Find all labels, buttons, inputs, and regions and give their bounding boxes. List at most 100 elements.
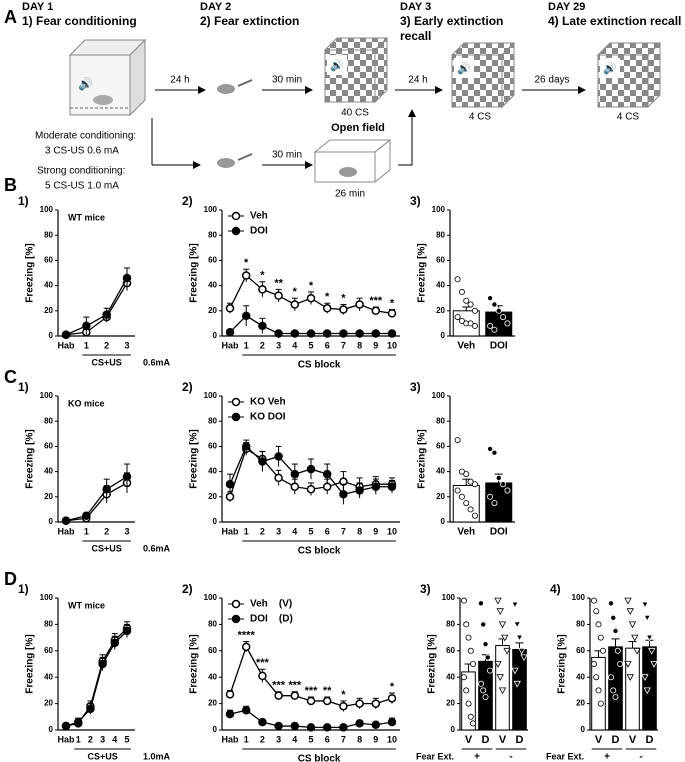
data-point [593, 674, 600, 681]
data-point [463, 500, 470, 507]
legend-label: Veh (V) [250, 599, 292, 610]
group-label: CS+US [92, 357, 122, 367]
y-tick-label: 60 [436, 256, 445, 265]
group-title: Fear Ext. [416, 751, 454, 761]
data-point [463, 687, 470, 694]
data-point [518, 647, 526, 655]
data-point [491, 326, 498, 333]
significance: * [260, 270, 265, 282]
marker [355, 329, 364, 338]
bar [625, 647, 640, 731]
y-axis-label: Freezing [%] [417, 243, 428, 302]
day-label: DAY 1 [22, 1, 53, 13]
marker [241, 271, 251, 280]
y-tick-label: 40 [436, 281, 445, 290]
y-tick-label: 0 [213, 517, 218, 526]
y-tick-label: 20 [436, 492, 445, 501]
significance: ** [323, 685, 332, 697]
day-label: DAY 29 [548, 1, 585, 13]
legend-marker [231, 599, 241, 609]
x-tick-label: 3 [100, 734, 105, 744]
significance: * [293, 286, 298, 298]
x-tick-label: DOI [490, 527, 508, 538]
data-point [487, 493, 494, 500]
day-label: DAY 2 [200, 1, 231, 13]
x-tick-label: 2 [104, 340, 109, 350]
x-tick-label: Veh [457, 527, 475, 538]
marker [387, 329, 397, 338]
stage-title: 1) Fear conditioning [22, 14, 137, 28]
x-tick-label: D [612, 734, 620, 746]
y-tick-label: 60 [208, 646, 217, 655]
x-tick-label: 9 [373, 340, 378, 350]
x-tick-label: 8 [357, 734, 362, 744]
y-tick-label: 100 [432, 391, 446, 400]
data-point [463, 297, 470, 304]
x-tick-label: V [499, 734, 507, 746]
x-tick-label: 1 [244, 340, 249, 350]
legend-marker [231, 226, 241, 236]
data-point [467, 506, 474, 513]
marker [387, 694, 397, 703]
data-point [467, 320, 474, 327]
x-tick-label: V [595, 734, 603, 746]
y-axis-label: Freezing [%] [557, 634, 568, 693]
data-point [595, 687, 602, 694]
data-point [511, 601, 519, 609]
y-tick-label: 80 [44, 620, 53, 629]
y-tick-label: 60 [446, 646, 455, 655]
x-tick-label: 10 [387, 526, 397, 536]
cs-count: 4 CS [617, 112, 640, 123]
marker [86, 704, 95, 714]
significance: **** [238, 629, 256, 641]
significance: * [341, 689, 346, 701]
marker [110, 638, 120, 648]
data-point [477, 680, 484, 687]
marker [371, 329, 381, 338]
data-point [515, 634, 524, 642]
y-tick-label: 80 [44, 230, 53, 239]
panel-label: 1) [18, 380, 29, 394]
recall-box: 🔊 [596, 41, 662, 109]
marker [322, 304, 332, 313]
data-point [470, 661, 477, 668]
x-tick-label: 9 [373, 734, 378, 744]
bar [591, 656, 606, 731]
data-point [498, 621, 507, 629]
group-title: Fear Ext. [546, 751, 584, 761]
y-tick-label: 60 [208, 256, 217, 265]
data-point [477, 600, 484, 607]
panel-label: 2) [182, 194, 193, 208]
y-tick-label: 20 [208, 306, 217, 315]
group-label: CS+US [92, 543, 122, 553]
svg-text:🔊: 🔊 [330, 58, 344, 72]
marker [122, 472, 132, 481]
y-tick-label: 100 [40, 205, 54, 214]
bar [608, 646, 623, 731]
row-letter: C [4, 367, 17, 387]
cs-count: 40 CS [341, 108, 369, 119]
data-point [504, 320, 511, 327]
data-point [612, 628, 619, 635]
data-point [471, 322, 478, 329]
x-tick-label: 7 [341, 340, 346, 350]
y-tick-label: 60 [44, 442, 53, 451]
x-axis-label: CS block [298, 546, 341, 557]
x-axis-label: CS block [298, 360, 341, 371]
data-point [487, 295, 494, 302]
marker [371, 482, 381, 491]
marker [339, 723, 348, 732]
data-point [482, 694, 489, 701]
interval-label: 24 h [170, 75, 189, 86]
svg-text:🔊: 🔊 [457, 61, 471, 75]
x-tick-label: 5 [124, 734, 129, 744]
x-tick-label: 6 [325, 734, 330, 744]
data-point [454, 314, 461, 321]
data-point [500, 481, 507, 488]
data-point [494, 661, 502, 668]
legend-label: DOI [250, 226, 268, 237]
marker [322, 723, 332, 732]
note: 0.6mA [143, 543, 171, 553]
data-point [484, 654, 491, 661]
marker [290, 721, 300, 731]
